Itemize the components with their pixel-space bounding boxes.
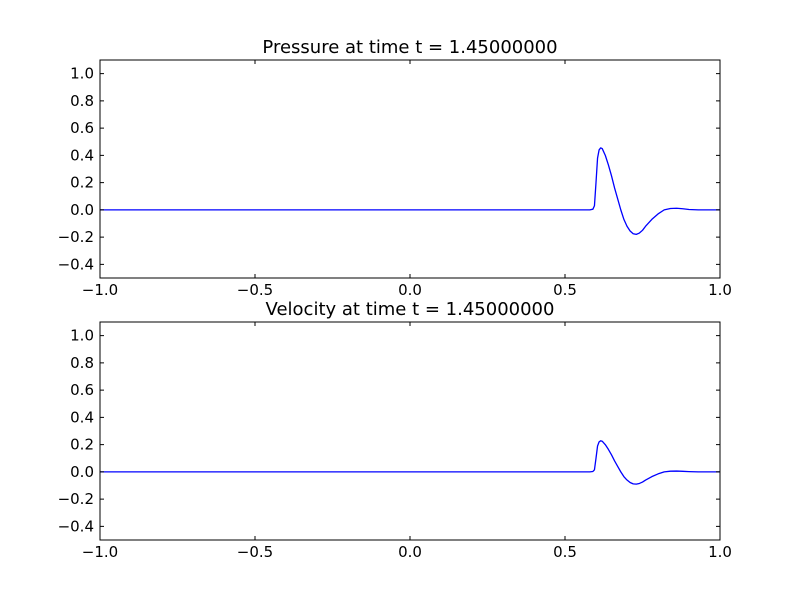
velocity-ytick-label: 0.4 <box>70 408 94 426</box>
pressure-ytick-label: 0.6 <box>70 119 94 137</box>
pressure-xtick-label: 0.5 <box>553 281 577 299</box>
velocity-ytick-label: 0.6 <box>70 381 94 399</box>
pressure-ytick-label: 0.8 <box>70 92 94 110</box>
pressure-ytick-label: 1.0 <box>70 65 94 83</box>
pressure-series-line-0 <box>100 147 720 236</box>
velocity-ytick-label: 0.8 <box>70 354 94 372</box>
pressure-title: Pressure at time t = 1.45000000 <box>262 37 557 58</box>
pressure-xtick-label: 0.0 <box>398 281 422 299</box>
velocity-ytick-label: −0.2 <box>58 490 94 508</box>
pressure-ytick-label: −0.2 <box>58 228 94 246</box>
velocity-ytick-label: −0.4 <box>58 517 94 535</box>
velocity-ytick-label: 0.2 <box>70 436 94 454</box>
velocity-ytick-label: 0.0 <box>70 463 94 481</box>
pressure-ytick-label: 0.4 <box>70 146 94 164</box>
pressure-ytick-label: −0.4 <box>58 255 94 273</box>
velocity-xtick-label: 0.5 <box>553 543 577 561</box>
velocity-xtick-label: 1.0 <box>708 543 732 561</box>
velocity-xtick-label: −0.5 <box>237 543 273 561</box>
velocity-plot: Velocity at time t = 1.45000000 −1.0 −0.5 0… <box>58 299 732 561</box>
pressure-ytick-label: 0.0 <box>70 201 94 219</box>
velocity-series-line-0 <box>100 440 720 485</box>
velocity-ytick-label: 1.0 <box>70 327 94 345</box>
velocity-title: Velocity at time t = 1.45000000 <box>266 299 555 320</box>
pressure-ytick-label: 0.2 <box>70 174 94 192</box>
pressure-xtick-label: 1.0 <box>708 281 732 299</box>
pressure-xtick-label: −0.5 <box>237 281 273 299</box>
velocity-xtick-label: 0.0 <box>398 543 422 561</box>
pressure-plot: Pressure at time t = 1.45000000 −1.0 −0.5 0… <box>58 37 732 299</box>
velocity-xtick-label: −1.0 <box>82 543 118 561</box>
pressure-xtick-label: −1.0 <box>82 281 118 299</box>
